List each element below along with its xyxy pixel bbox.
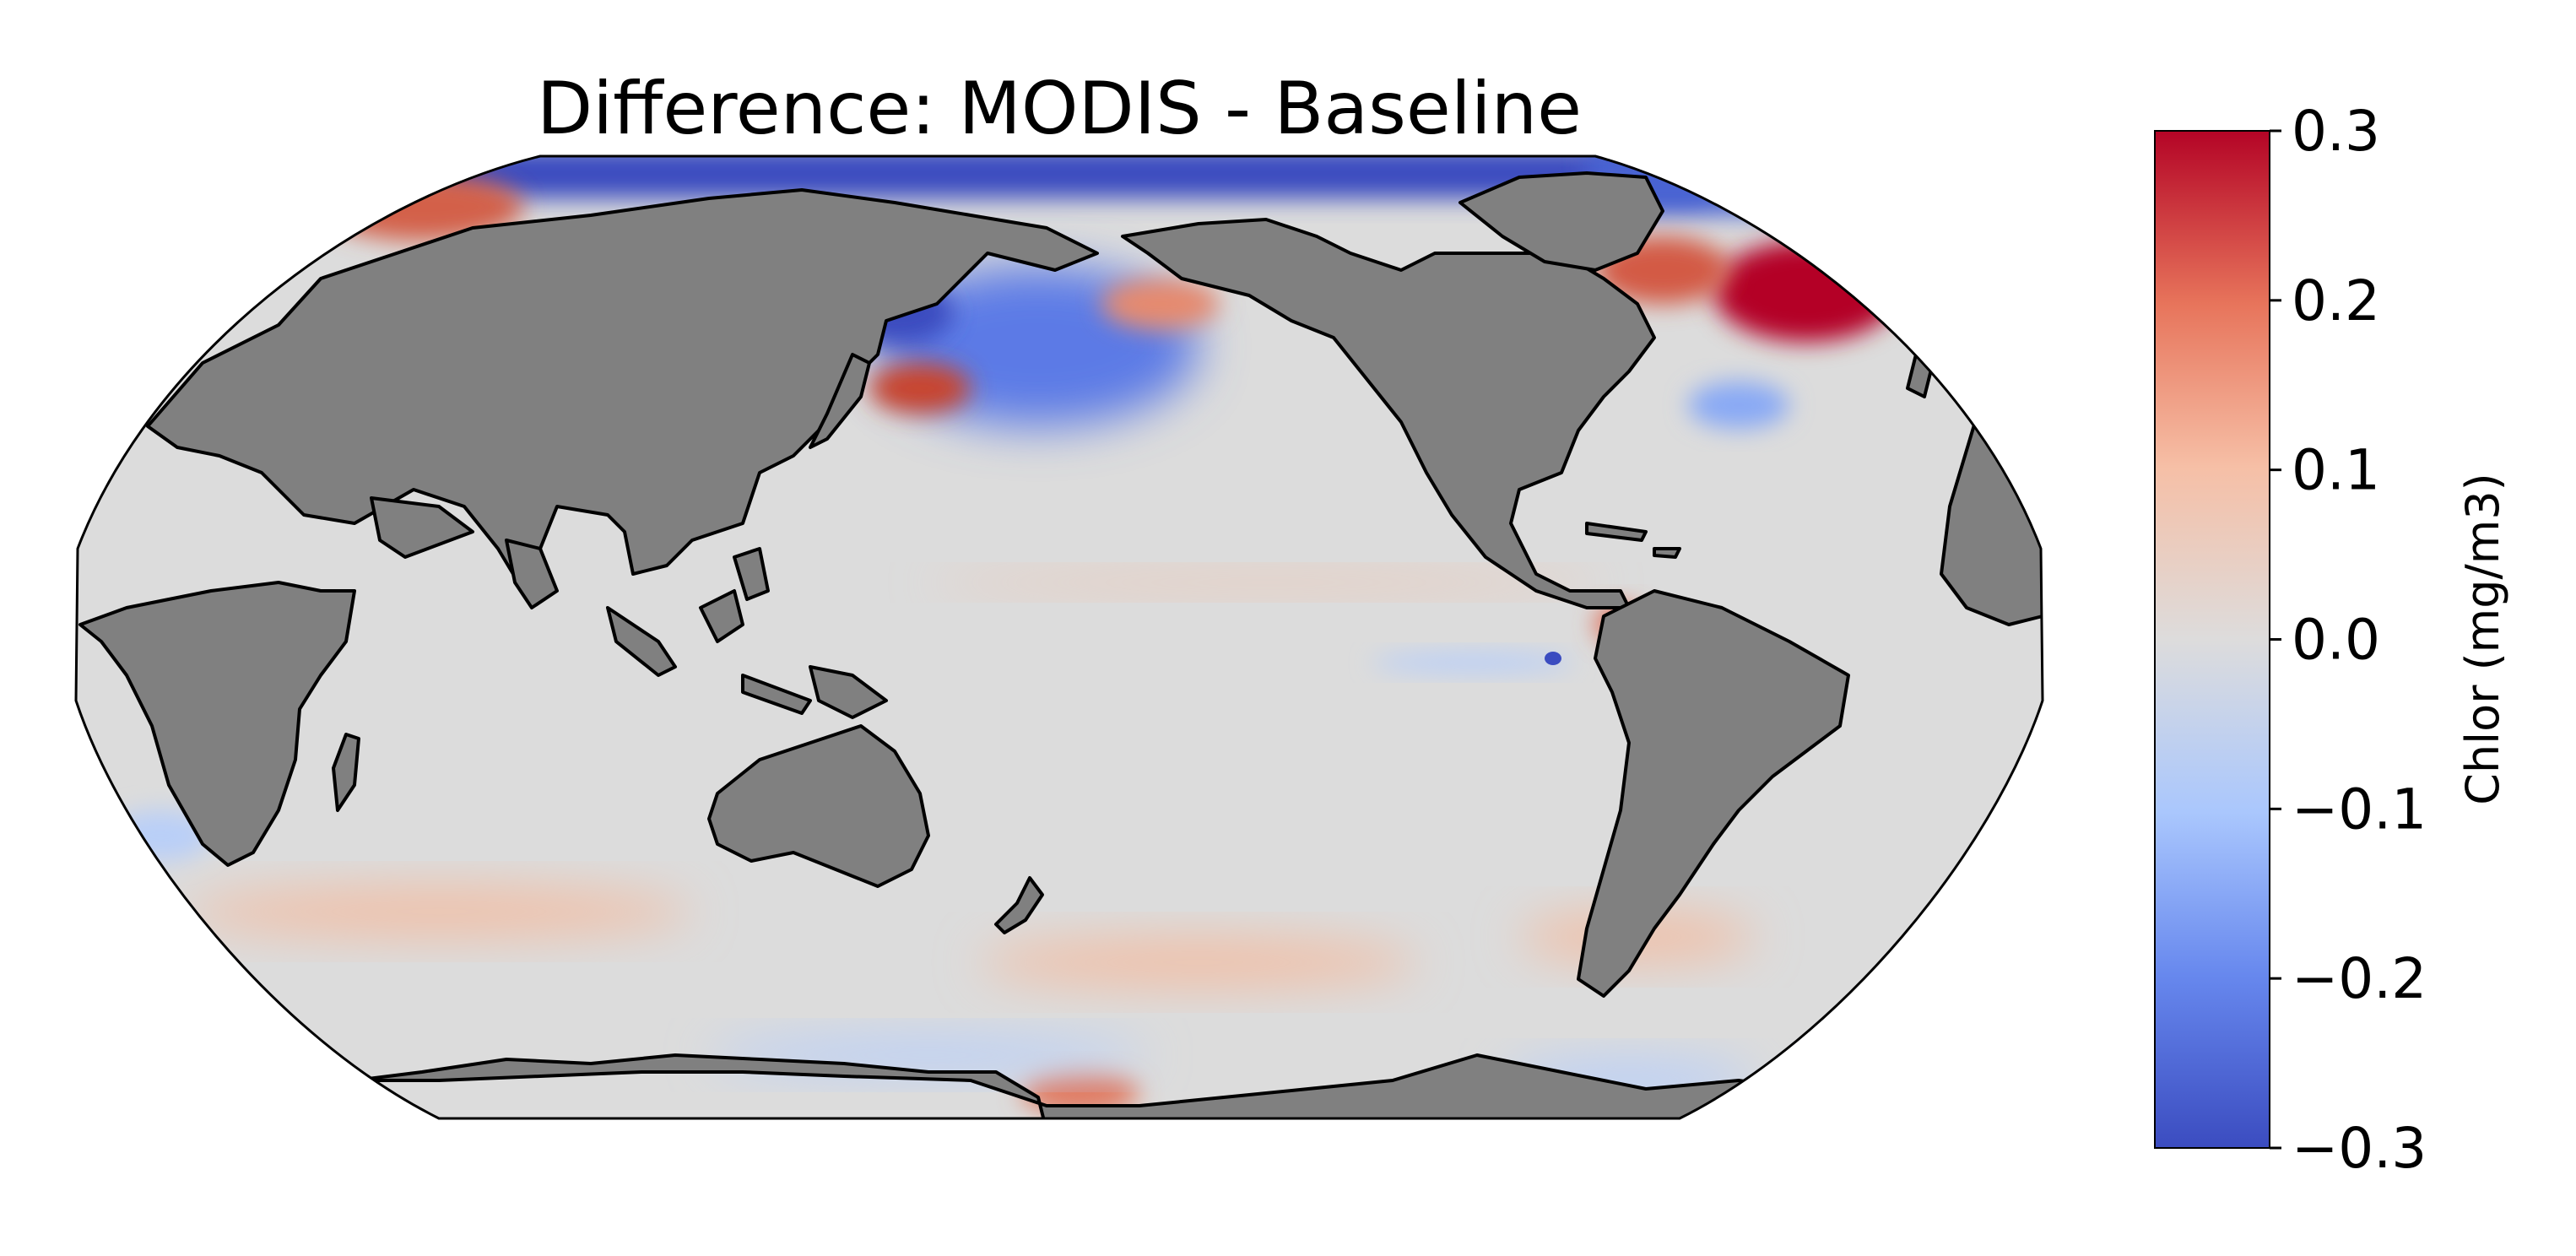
map-panel [74, 154, 2044, 1120]
japan-land [809, 353, 871, 449]
colorbar-label: Chlor (mg/m3) [2456, 473, 2509, 805]
new-zealand-land [994, 876, 1044, 934]
map-title: Difference: MODIS - Baseline [537, 67, 1582, 151]
colorbar-gradient [2154, 130, 2270, 1149]
colorbar-tick-label: −0.2 [2292, 946, 2427, 1011]
north-america-land [1121, 218, 1656, 609]
colorbar-tick-label: −0.1 [2292, 777, 2427, 842]
colorbar-tick-label: 0.0 [2292, 608, 2380, 673]
colorbar-ticks: 0.3 0.2 0.1 0.0 −0.1 −0.2 −0.3 [2270, 99, 2427, 1181]
land-masses [78, 171, 2043, 1118]
caribbean-islands-land [1585, 522, 1681, 559]
madagascar-land [332, 733, 360, 812]
colorbar: 0.3 0.2 0.1 0.0 −0.1 −0.2 −0.3 Chlor (mg/m3) [2154, 99, 2509, 1181]
globe-outline [74, 154, 2044, 1120]
africa-land [78, 581, 356, 867]
colorbar-tick-label: −0.3 [2292, 1116, 2427, 1181]
colorbar-tick-label: 0.3 [2292, 99, 2380, 164]
south-america-land [1577, 589, 1850, 998]
sea-islands-land [606, 547, 888, 719]
greenland-land [1458, 171, 1664, 272]
india-land [505, 539, 559, 609]
australia-land [707, 724, 930, 888]
antarctica-land [353, 1053, 2043, 1118]
colorbar-tick-label: 0.1 [2292, 438, 2380, 503]
colorbar-tick-label: 0.2 [2292, 268, 2380, 333]
arabia-land [370, 496, 474, 559]
